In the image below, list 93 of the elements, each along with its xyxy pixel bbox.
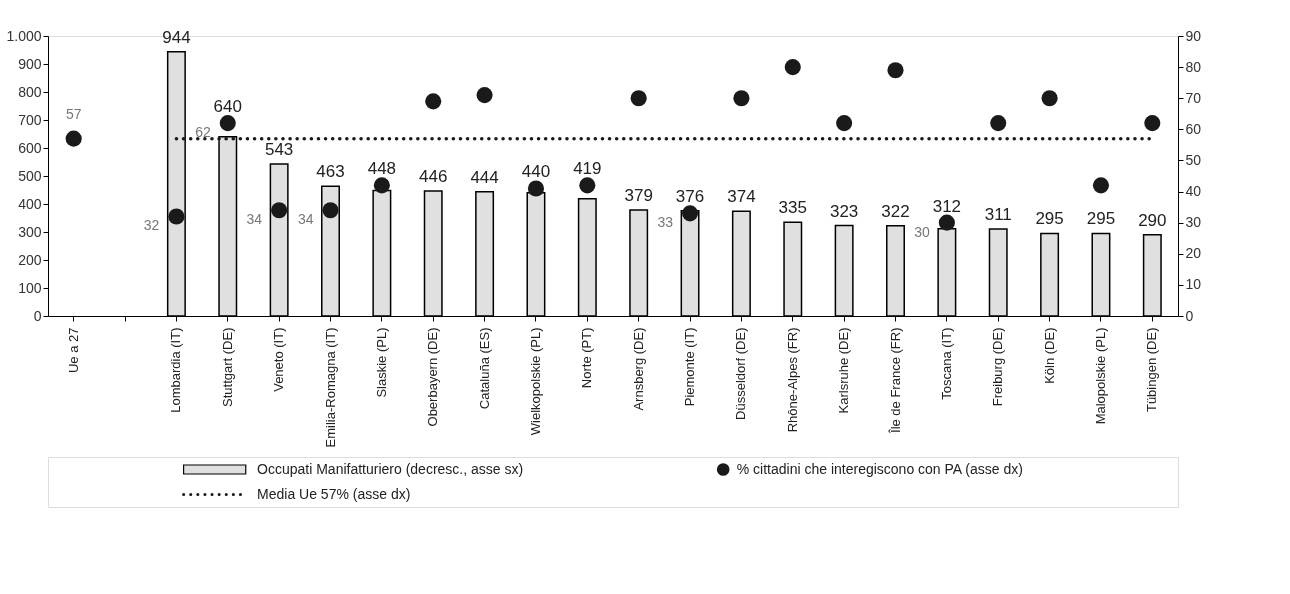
point xyxy=(579,177,596,194)
x-tick-label: Piemonte (IT) xyxy=(682,327,698,407)
point xyxy=(681,205,699,222)
data-label: 30 xyxy=(914,223,931,240)
point xyxy=(887,62,904,79)
point xyxy=(373,177,390,194)
data-label: 640 xyxy=(213,97,242,117)
y2-tick-label: 30 xyxy=(1185,214,1202,231)
data-label: 295 xyxy=(1086,209,1116,229)
data-label: 290 xyxy=(1138,210,1167,230)
data-label: 34 xyxy=(246,211,263,228)
y2-tick-label: 20 xyxy=(1185,245,1202,262)
x-tick-label: Stuttgart (DE) xyxy=(219,327,235,407)
data-label: 62 xyxy=(195,124,211,141)
point xyxy=(168,208,185,225)
x-tick-label: Karlsruhe (DE) xyxy=(836,327,852,414)
x-tick-label: Norte (PT) xyxy=(579,327,595,389)
data-label: 312 xyxy=(932,196,962,216)
x-tick-label: Tübingen (DE) xyxy=(1144,327,1160,413)
x-tick-label: Île de France (FR) xyxy=(887,327,903,434)
point xyxy=(1041,90,1058,107)
y-tick-label: 300 xyxy=(18,223,42,240)
y2-tick-label: 50 xyxy=(1185,151,1202,168)
data-label: 33 xyxy=(657,214,674,231)
y-tick-label: 700 xyxy=(18,111,42,128)
data-label: 322 xyxy=(881,201,910,221)
y2-tick-label: 60 xyxy=(1185,120,1202,137)
data-label: 374 xyxy=(727,187,756,207)
point xyxy=(1092,177,1110,194)
x-tick-label: Emilia-Romagna (IT) xyxy=(322,327,338,448)
x-tick-label: Ue a 27 xyxy=(65,327,81,374)
y2-tick-label: 90 xyxy=(1185,27,1202,44)
point xyxy=(733,90,750,107)
x-tick-label: Slaskie (PL) xyxy=(373,327,389,398)
data-label: 446 xyxy=(419,167,448,187)
y-tick-label: 1.000 xyxy=(6,27,42,44)
point xyxy=(322,202,339,219)
data-label: 448 xyxy=(367,159,397,179)
point xyxy=(271,202,288,219)
y-tick-label: 500 xyxy=(18,167,42,184)
point xyxy=(630,90,647,107)
point xyxy=(425,93,442,110)
y2-tick-label: 70 xyxy=(1185,89,1202,106)
data-label: 419 xyxy=(573,159,602,179)
point xyxy=(990,115,1007,132)
data-label: 543 xyxy=(264,139,294,159)
y2-tick-label: 10 xyxy=(1185,276,1202,293)
y-tick-label: 800 xyxy=(18,83,42,100)
legend-label: Media Ue 57% (asse dx) xyxy=(257,485,411,502)
x-tick-label: Düsseldorf (DE) xyxy=(733,327,749,420)
x-tick-label: Cataluña (ES) xyxy=(476,327,492,410)
point xyxy=(476,87,493,104)
point xyxy=(1144,115,1161,132)
y-tick-label: 900 xyxy=(18,55,42,72)
point xyxy=(65,130,82,147)
data-label: 463 xyxy=(316,162,345,182)
x-tick-label: Freiburg (DE) xyxy=(990,327,1006,407)
data-label: 944 xyxy=(162,27,191,47)
y-tick-label: 400 xyxy=(18,195,42,212)
data-label: 335 xyxy=(778,198,807,218)
y-tick-label: 600 xyxy=(18,139,42,156)
point xyxy=(527,180,545,197)
point xyxy=(219,115,236,132)
data-label: 57 xyxy=(65,105,82,122)
data-label: 379 xyxy=(624,185,653,205)
y2-tick-label: 40 xyxy=(1185,183,1202,200)
point xyxy=(836,115,853,132)
x-tick-label: Malopolskie (PL) xyxy=(1092,327,1108,425)
x-tick-label: Köln (DE) xyxy=(1041,327,1057,384)
data-label: 295 xyxy=(1035,209,1064,229)
x-tick-label: Wielkopolskie (PL) xyxy=(527,327,543,436)
y2-tick-label: 80 xyxy=(1185,58,1202,75)
x-tick-label: Oberbayern (DE) xyxy=(425,327,441,427)
x-tick-label: Lombardia (IT) xyxy=(168,327,184,413)
data-label: 34 xyxy=(297,211,314,228)
legend-label: % cittadini che interegiscono con PA (asse dx) xyxy=(736,460,1023,477)
data-label: 311 xyxy=(984,204,1012,224)
x-tick-label: Arnsberg (DE) xyxy=(630,327,646,411)
x-tick-label: Toscana (IT) xyxy=(938,327,954,400)
data-label: 376 xyxy=(675,187,705,207)
data-label: 323 xyxy=(829,201,859,221)
y-tick-label: 0 xyxy=(33,307,42,324)
point xyxy=(784,59,801,76)
y2-tick-label: 0 xyxy=(1185,307,1194,324)
y-tick-label: 100 xyxy=(18,279,42,296)
x-tick-label: Veneto (IT) xyxy=(271,327,287,392)
legend-label: Occupati Manifatturiero (decresc., asse sx) xyxy=(257,460,524,477)
data-label: 440 xyxy=(521,162,551,182)
data-label: 444 xyxy=(470,167,499,187)
x-tick-label: Rhône-Alpes (FR) xyxy=(784,327,800,433)
y-tick-label: 200 xyxy=(18,251,42,268)
data-label: 32 xyxy=(143,217,160,234)
point xyxy=(938,214,955,231)
